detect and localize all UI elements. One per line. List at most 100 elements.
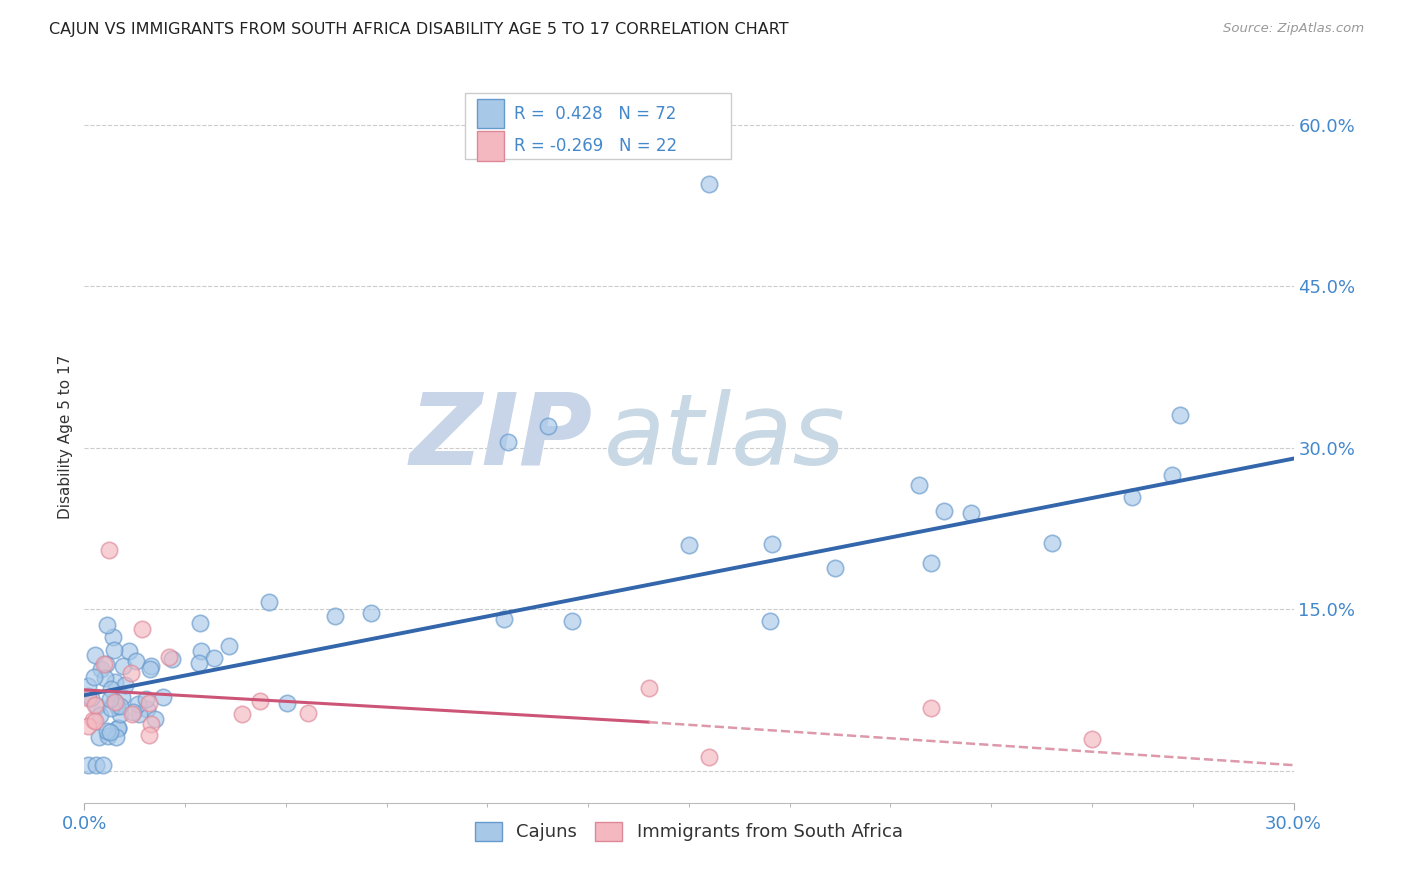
Point — [111, 659, 134, 673]
Point — [138, 696, 160, 710]
Point — [107, 722, 129, 736]
Point — [107, 721, 129, 735]
Text: Source: ZipAtlas.com: Source: ZipAtlas.com — [1223, 22, 1364, 36]
Point — [190, 616, 212, 631]
Text: ZIP: ZIP — [409, 389, 592, 485]
FancyBboxPatch shape — [478, 131, 503, 161]
Point — [84, 648, 107, 662]
Point — [118, 643, 141, 657]
Point — [122, 706, 145, 720]
Point — [127, 697, 149, 711]
Point — [162, 651, 184, 665]
Point — [104, 730, 127, 744]
Point — [96, 729, 118, 743]
Point — [138, 662, 160, 676]
Point — [131, 622, 153, 636]
Point — [96, 724, 118, 739]
Point — [120, 666, 142, 681]
Point — [932, 503, 955, 517]
Point — [1170, 408, 1192, 422]
Point — [94, 671, 117, 685]
Point — [77, 758, 100, 772]
Point — [91, 758, 114, 772]
Point — [103, 642, 125, 657]
Point — [1160, 467, 1182, 482]
Point — [561, 614, 583, 628]
Point — [138, 728, 160, 742]
Point — [202, 650, 225, 665]
Point — [77, 679, 100, 693]
Point — [104, 695, 127, 709]
Point — [135, 702, 157, 716]
Point — [89, 730, 111, 744]
Point — [105, 699, 128, 714]
Point — [187, 657, 209, 671]
Point — [121, 706, 143, 721]
Point — [920, 700, 942, 714]
Point — [82, 713, 104, 727]
Point — [143, 713, 166, 727]
Legend: Cajuns, Immigrants from South Africa: Cajuns, Immigrants from South Africa — [468, 814, 910, 848]
Point — [152, 690, 174, 705]
Point — [637, 681, 659, 696]
Point — [190, 644, 212, 658]
Point — [98, 692, 121, 706]
Text: R =  0.428   N = 72: R = 0.428 N = 72 — [513, 104, 676, 123]
Point — [297, 706, 319, 720]
Point — [98, 725, 121, 739]
Point — [1081, 732, 1104, 747]
Point — [83, 670, 105, 684]
Point — [111, 690, 134, 704]
Point — [108, 699, 131, 714]
Point — [135, 692, 157, 706]
Point — [104, 675, 127, 690]
Point — [920, 556, 942, 570]
Point — [1121, 491, 1143, 505]
Point — [218, 639, 240, 653]
Point — [96, 657, 118, 671]
Point — [128, 706, 150, 721]
Point — [1040, 535, 1063, 549]
Point — [492, 612, 515, 626]
Point — [697, 750, 720, 764]
Point — [97, 543, 120, 558]
Point — [139, 717, 162, 731]
Point — [103, 694, 125, 708]
FancyBboxPatch shape — [465, 94, 731, 159]
Point — [100, 681, 122, 696]
Point — [678, 538, 700, 552]
Point — [908, 478, 931, 492]
Point — [108, 706, 131, 721]
Point — [77, 690, 100, 705]
Point — [96, 617, 118, 632]
Point — [80, 690, 103, 705]
Point — [77, 719, 100, 733]
Point — [93, 657, 115, 672]
Point — [90, 662, 112, 676]
Point — [141, 659, 163, 673]
Point — [114, 678, 136, 692]
Point — [100, 700, 122, 714]
Point — [84, 758, 107, 772]
Point — [157, 649, 180, 664]
Point — [323, 609, 346, 624]
Y-axis label: Disability Age 5 to 17: Disability Age 5 to 17 — [58, 355, 73, 519]
Point — [83, 714, 105, 728]
Point — [231, 707, 253, 722]
Point — [125, 654, 148, 668]
Point — [249, 694, 271, 708]
Point — [496, 435, 519, 450]
Text: CAJUN VS IMMIGRANTS FROM SOUTH AFRICA DISABILITY AGE 5 TO 17 CORRELATION CHART: CAJUN VS IMMIGRANTS FROM SOUTH AFRICA DI… — [49, 22, 789, 37]
Point — [360, 606, 382, 620]
Text: R = -0.269   N = 22: R = -0.269 N = 22 — [513, 137, 676, 155]
Point — [276, 696, 298, 710]
Point — [86, 698, 108, 713]
Point — [758, 614, 780, 628]
Point — [960, 507, 983, 521]
Point — [257, 594, 280, 608]
Point — [824, 561, 846, 575]
Text: atlas: atlas — [605, 389, 846, 485]
Point — [77, 689, 100, 703]
Point — [537, 419, 560, 434]
Point — [697, 178, 720, 192]
